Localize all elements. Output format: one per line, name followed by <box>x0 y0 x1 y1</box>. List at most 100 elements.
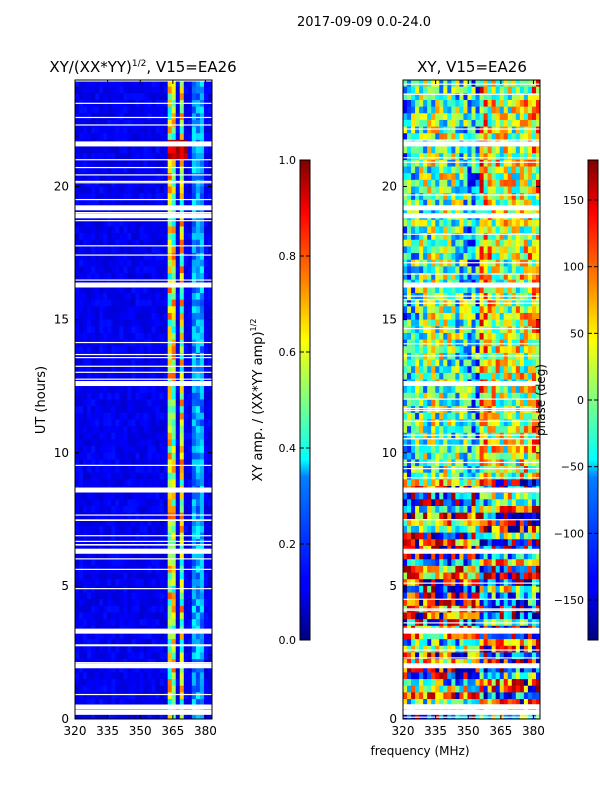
heatmap-cell <box>411 332 416 341</box>
heatmap-cell <box>195 312 201 321</box>
heatmap-cell <box>87 159 92 168</box>
heatmap-cell <box>479 193 485 201</box>
heatmap-cell <box>95 239 100 248</box>
heatmap-cell <box>79 293 84 301</box>
heatmap-cell <box>155 159 161 168</box>
heatmap-cell <box>467 352 473 361</box>
heatmap-cell <box>419 239 424 248</box>
heatmap-cell <box>527 126 533 134</box>
heatmap-cell <box>455 233 461 241</box>
heatmap-cell <box>139 293 145 301</box>
heatmap-cell <box>435 119 440 128</box>
heatmap-cell <box>79 599 84 607</box>
heatmap-cell <box>435 153 440 161</box>
heatmap-cell <box>123 712 128 719</box>
heatmap-cell <box>83 599 88 607</box>
heatmap-cell <box>91 459 96 467</box>
heatmap-cell <box>95 412 100 421</box>
heatmap-cell <box>75 506 80 514</box>
amplitude-colorbar-label-sup: 1/2 <box>249 319 258 332</box>
heatmap-cell <box>463 119 469 128</box>
heatmap-cell <box>147 193 153 201</box>
heatmap-cell <box>491 113 497 121</box>
heatmap-cell <box>195 452 201 461</box>
heatmap-cell <box>467 106 473 114</box>
heatmap-cell <box>91 80 96 88</box>
heatmap-cell <box>403 286 408 294</box>
heatmap-cell <box>459 146 465 154</box>
heatmap-cell <box>143 233 149 241</box>
heatmap-cell <box>179 106 185 114</box>
heatmap-cell <box>175 106 181 114</box>
heatmap-cell <box>519 133 525 141</box>
heatmap-cell <box>171 665 177 674</box>
heatmap-cell <box>183 253 189 261</box>
heatmap-cell <box>419 286 424 294</box>
heatmap-cell <box>99 273 104 281</box>
heatmap-cell <box>187 459 193 467</box>
heatmap-cell <box>103 233 108 241</box>
heatmap-cell <box>107 672 112 680</box>
heatmap-cell <box>99 672 104 680</box>
heatmap-cell <box>403 253 408 261</box>
heatmap-cell <box>195 472 201 480</box>
heatmap-cell <box>135 199 141 208</box>
heatmap-cell <box>143 439 149 447</box>
heatmap-cell <box>503 199 509 208</box>
heatmap-cell <box>195 159 201 168</box>
heatmap-cell <box>151 93 157 101</box>
heatmap-cell <box>435 186 440 194</box>
heatmap-cell <box>179 246 185 254</box>
heatmap-cell <box>139 80 145 88</box>
heatmap-cell <box>415 239 420 248</box>
heatmap-cell <box>495 366 501 374</box>
heatmap-cell <box>519 306 525 314</box>
heatmap-cell <box>79 406 84 414</box>
heatmap-cell <box>159 273 165 281</box>
heatmap-cell <box>127 293 133 301</box>
heatmap-cell <box>451 119 456 128</box>
heatmap-cell <box>171 173 177 181</box>
heatmap-cell <box>463 106 469 114</box>
heatmap-cell <box>79 239 84 248</box>
flagged-line <box>75 211 212 214</box>
heatmap-cell <box>495 166 501 174</box>
heatmap-cell <box>127 179 133 188</box>
heatmap-cell <box>147 266 153 274</box>
heatmap-cell <box>103 672 108 680</box>
heatmap-cell <box>107 312 112 321</box>
heatmap-cell <box>83 519 88 527</box>
heatmap-cell <box>443 219 448 228</box>
heatmap-cell <box>151 346 157 354</box>
heatmap-cell <box>487 119 493 128</box>
heatmap-cell <box>159 592 165 600</box>
heatmap-cell <box>87 166 92 174</box>
heatmap-cell <box>423 119 428 128</box>
heatmap-cell <box>119 166 124 174</box>
heatmap-cell <box>459 359 465 367</box>
heatmap-cell <box>455 126 461 134</box>
heatmap-cell <box>115 346 120 354</box>
heatmap-cell <box>135 692 141 700</box>
heatmap-cell <box>143 512 149 520</box>
heatmap-cell <box>103 679 108 687</box>
heatmap-cell <box>143 459 149 467</box>
heatmap-cell <box>483 346 489 354</box>
heatmap-cell <box>143 692 149 700</box>
heatmap-cell <box>535 86 540 94</box>
heatmap-cell <box>107 119 112 128</box>
heatmap-cell <box>167 592 173 600</box>
heatmap-cell <box>139 93 145 101</box>
heatmap-cell <box>87 219 92 228</box>
heatmap-cell <box>131 332 137 341</box>
heatmap-cell <box>75 406 80 414</box>
heatmap-cell <box>507 332 513 341</box>
heatmap-cell <box>423 386 428 394</box>
heatmap-cell <box>443 273 448 281</box>
heatmap-cell <box>87 619 92 627</box>
heatmap-cell <box>499 93 505 101</box>
heatmap-cell <box>107 286 112 294</box>
heatmap-cell <box>511 93 517 101</box>
heatmap-cell <box>507 253 513 261</box>
heatmap-cell <box>79 605 84 614</box>
